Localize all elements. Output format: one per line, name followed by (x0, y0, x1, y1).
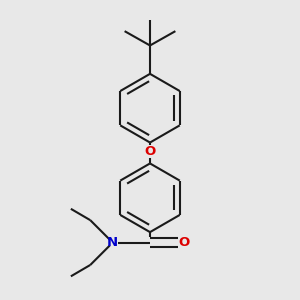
Text: O: O (144, 145, 156, 158)
Text: O: O (179, 236, 190, 249)
Text: N: N (107, 236, 118, 249)
